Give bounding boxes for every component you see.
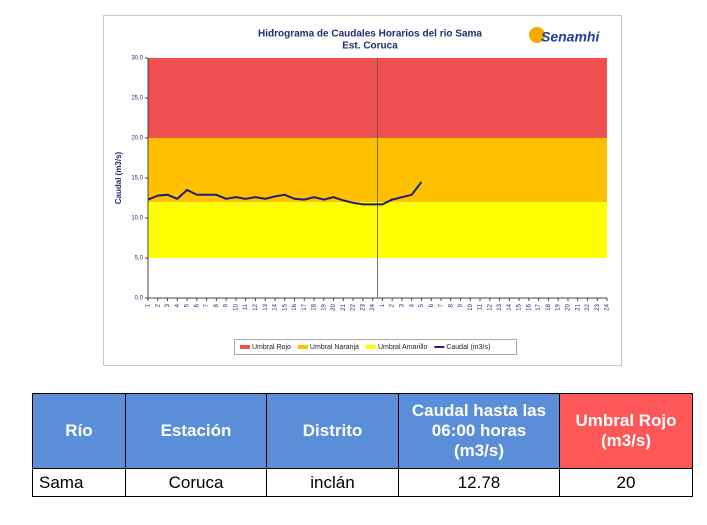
x-tick-label: 6 xyxy=(429,303,435,307)
legend-label: Umbral Amarillo xyxy=(378,344,428,351)
legend-swatch xyxy=(240,345,250,349)
header-cell: Río xyxy=(32,393,126,469)
table-row: Sama Coruca inclán 12.78 20 xyxy=(32,468,693,497)
x-tick-label: 8 xyxy=(214,303,220,307)
data-table: Río Estación Distrito Caudal hasta las 0… xyxy=(32,393,693,497)
x-tick-label: 7 xyxy=(439,303,445,307)
x-tick-label: 11 xyxy=(478,303,484,310)
x-tick-label: 15 xyxy=(517,303,523,310)
x-tick-label: 12 xyxy=(253,303,259,310)
y-axis-label: Caudal (m3/s) xyxy=(114,151,123,204)
cell: 12.78 xyxy=(398,468,560,497)
x-tick-label: 16 xyxy=(526,303,532,310)
logo-sun xyxy=(529,27,545,43)
x-tick-label: 5 xyxy=(185,303,191,307)
chart: Hidrograma de Caudales Horarios del rio … xyxy=(103,15,622,366)
x-tick-label: 10 xyxy=(468,303,474,310)
y-tick-label: 10.0 xyxy=(131,216,143,222)
x-tick-label: 14 xyxy=(273,303,279,310)
y-tick-label: 25.0 xyxy=(131,96,143,102)
x-tick-label: 13 xyxy=(497,303,503,310)
x-tick-label: 20 xyxy=(331,303,337,310)
x-tick-label: 11 xyxy=(243,303,249,310)
x-tick-label: 18 xyxy=(546,303,552,310)
legend-label: Umbral Naranja xyxy=(310,344,359,351)
x-tick-label: 4 xyxy=(409,303,415,307)
y-tick-label: 30.0 xyxy=(131,56,143,62)
chart-subtitle: Est. Coruca xyxy=(342,41,398,52)
x-tick-label: 3 xyxy=(399,303,405,307)
x-tick-label: 5 xyxy=(419,303,425,307)
x-tick-label: 22 xyxy=(585,303,591,310)
y-tick-label: 0.0 xyxy=(135,296,144,302)
x-tick-label: 1 xyxy=(146,303,152,307)
x-tick-label: 15 xyxy=(282,303,288,310)
y-tick-label: 15.0 xyxy=(131,176,143,182)
x-tick-label: 19 xyxy=(321,303,327,310)
header-cell: Umbral Rojo (m3/s) xyxy=(559,393,693,469)
x-tick-label: 17 xyxy=(536,303,542,310)
x-tick-label: 18 xyxy=(312,303,318,310)
x-tick-label: 24 xyxy=(370,303,376,310)
header-cell: Caudal hasta las 06:00 horas (m3/s) xyxy=(398,393,560,469)
x-tick-label: 16 xyxy=(292,303,298,310)
x-tick-label: 7 xyxy=(204,303,210,307)
legend-swatch xyxy=(365,345,376,349)
x-tick-label: 23 xyxy=(360,303,366,310)
x-tick-label: 3 xyxy=(165,303,171,307)
x-tick-label: 9 xyxy=(224,303,230,307)
x-tick-label: 8 xyxy=(448,303,454,307)
x-tick-label: 9 xyxy=(458,303,464,307)
x-tick-label: 20 xyxy=(566,303,572,310)
x-tick-label: 10 xyxy=(233,303,239,310)
x-tick-label: 1 xyxy=(380,303,386,307)
x-tick-label: 22 xyxy=(351,303,357,310)
cell: Sama xyxy=(32,468,126,497)
x-tick-label: 4 xyxy=(175,303,181,307)
header-cell: Distrito xyxy=(266,393,399,469)
logo: Senamhi xyxy=(541,29,600,45)
legend-label: Caudal (m3/s) xyxy=(446,344,490,351)
chart-title: Hidrograma de Caudales Horarios del rio … xyxy=(258,29,482,40)
x-tick-label: 23 xyxy=(595,303,601,310)
x-tick-label: 6 xyxy=(194,303,200,307)
y-tick-label: 5.0 xyxy=(135,256,144,262)
legend-label: Umbral Rojo xyxy=(252,344,291,351)
x-tick-label: 2 xyxy=(155,303,161,307)
x-tick-label: 21 xyxy=(341,303,347,310)
cell: Coruca xyxy=(125,468,267,497)
data-line xyxy=(147,181,423,206)
x-tick-label: 2 xyxy=(390,303,396,307)
x-tick-label: 12 xyxy=(487,303,493,310)
x-tick-label: 24 xyxy=(605,303,611,310)
x-tick-label: 21 xyxy=(575,303,581,310)
cell: 20 xyxy=(559,468,693,497)
cell: inclán xyxy=(266,468,399,497)
header-cell: Estación xyxy=(125,393,267,469)
legend-swatch xyxy=(297,345,308,349)
y-tick-label: 20.0 xyxy=(131,136,143,142)
x-tick-label: 17 xyxy=(302,303,308,310)
table-header: Río Estación Distrito Caudal hasta las 0… xyxy=(32,393,693,469)
x-tick-label: 13 xyxy=(263,303,269,310)
x-tick-label: 19 xyxy=(556,303,562,310)
x-tick-label: 14 xyxy=(507,303,513,310)
